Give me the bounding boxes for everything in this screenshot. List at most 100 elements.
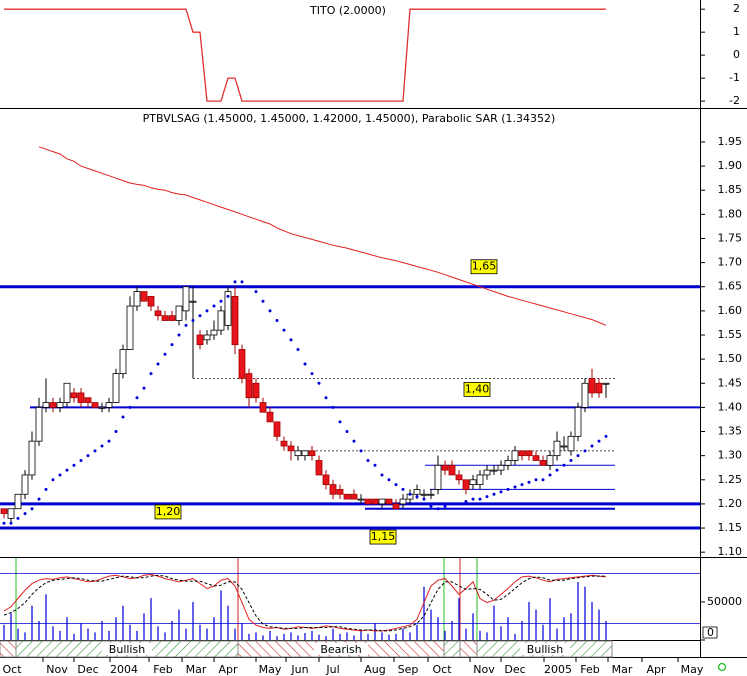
value-box xyxy=(702,626,718,639)
level-label-box xyxy=(470,259,498,275)
sar-dot xyxy=(107,439,111,443)
candle-body xyxy=(252,382,260,399)
candle-body xyxy=(28,440,36,476)
sar-dot xyxy=(527,480,531,484)
candle-body xyxy=(126,305,134,350)
sar-dot xyxy=(86,454,90,458)
candle-body xyxy=(399,498,407,505)
sar-dot xyxy=(303,362,307,366)
sar-dot xyxy=(289,338,293,342)
level-label-box xyxy=(154,504,182,520)
candle-body xyxy=(7,508,15,519)
sar-dot xyxy=(72,463,76,467)
level-label: 1,65 xyxy=(472,260,497,273)
candle-body xyxy=(434,464,442,490)
candle-body xyxy=(224,291,232,326)
candle-body xyxy=(378,498,386,505)
y-tick-label: 1.70 xyxy=(718,256,743,269)
candle-body xyxy=(336,489,344,495)
sar-dot xyxy=(156,362,160,366)
sar-dot xyxy=(93,449,97,453)
candle-body xyxy=(357,498,365,501)
candle-body xyxy=(364,498,372,505)
y-tick-label: 0 xyxy=(707,626,714,639)
level-label-box xyxy=(369,529,397,545)
sar-dot xyxy=(338,420,342,424)
sar-dot xyxy=(457,502,461,506)
sar-dot xyxy=(128,405,132,409)
sar-dot xyxy=(520,483,524,487)
candle-body xyxy=(483,469,491,476)
y-tick-label: 1.30 xyxy=(718,449,743,462)
sar-dot xyxy=(401,487,405,491)
x-tick-label: Jul xyxy=(325,663,339,676)
sar-dot xyxy=(37,497,41,501)
sar-dot xyxy=(436,507,440,511)
candle-body xyxy=(448,464,456,476)
y-tick-label: 1.95 xyxy=(718,135,743,148)
y-tick-label: 1.65 xyxy=(718,280,743,293)
candle-body xyxy=(504,460,512,466)
sar-dot xyxy=(450,502,454,506)
sar-dot xyxy=(198,314,202,318)
y-tick-label: 1.85 xyxy=(718,183,743,196)
sar-dot xyxy=(23,512,27,516)
candle-body xyxy=(266,411,274,423)
candle-body xyxy=(329,484,337,495)
candle-body xyxy=(476,474,484,486)
y-tick-label: 1 xyxy=(733,25,740,38)
sar-dot xyxy=(373,463,377,467)
candle-body xyxy=(259,402,267,413)
sar-dot xyxy=(394,483,398,487)
candle-body xyxy=(294,450,302,457)
sar-dot xyxy=(464,500,468,503)
sar-dot xyxy=(100,444,104,448)
x-tick-label: Mar xyxy=(186,663,207,676)
label-bg xyxy=(520,643,570,655)
sar-dot xyxy=(352,439,356,443)
sar-dot xyxy=(282,328,286,332)
x-tick-label: Sep xyxy=(398,663,419,676)
moving-average xyxy=(38,146,607,326)
x-tick-label: Jun xyxy=(290,663,308,676)
sar-dot xyxy=(2,521,6,525)
candle-body xyxy=(588,378,596,394)
y-tick-label: 1.20 xyxy=(718,497,743,510)
oscillator-line xyxy=(3,574,606,632)
sar-dot xyxy=(380,473,384,477)
sar-dot xyxy=(114,430,118,434)
candle-body xyxy=(315,460,323,476)
candle-body xyxy=(581,382,589,408)
candle-body xyxy=(462,479,470,490)
y-tick-label: 1.35 xyxy=(718,425,743,438)
candle-body xyxy=(371,498,379,505)
sar-dot xyxy=(170,343,174,347)
sar-dot xyxy=(604,434,608,438)
candle-body xyxy=(182,286,190,312)
candle-body xyxy=(0,508,8,514)
candle-body xyxy=(203,334,211,341)
sar-dot xyxy=(443,504,447,508)
candle-body xyxy=(147,295,155,307)
candle-body xyxy=(469,479,477,486)
candle-body xyxy=(210,329,218,336)
candle-body xyxy=(42,402,50,408)
sar-dot xyxy=(191,319,195,323)
sar-dot xyxy=(268,309,272,313)
bearish-segment xyxy=(0,640,17,658)
candle-body xyxy=(595,382,603,394)
level-label-box xyxy=(463,381,491,397)
sar-dot xyxy=(142,386,146,390)
sar-dot xyxy=(51,478,55,482)
sar-dot xyxy=(261,299,265,303)
indicator-title: TITO (2.0000) xyxy=(309,4,386,17)
x-tick-label: Nov xyxy=(473,663,495,676)
x-tick-label: Dec xyxy=(77,663,98,676)
x-tick-label: Nov xyxy=(46,663,68,676)
candle-body xyxy=(21,474,29,495)
sar-dot xyxy=(30,507,34,511)
sar-dot xyxy=(9,521,13,525)
sar-dot xyxy=(583,449,587,453)
y-tick-label: 1.15 xyxy=(718,521,743,534)
